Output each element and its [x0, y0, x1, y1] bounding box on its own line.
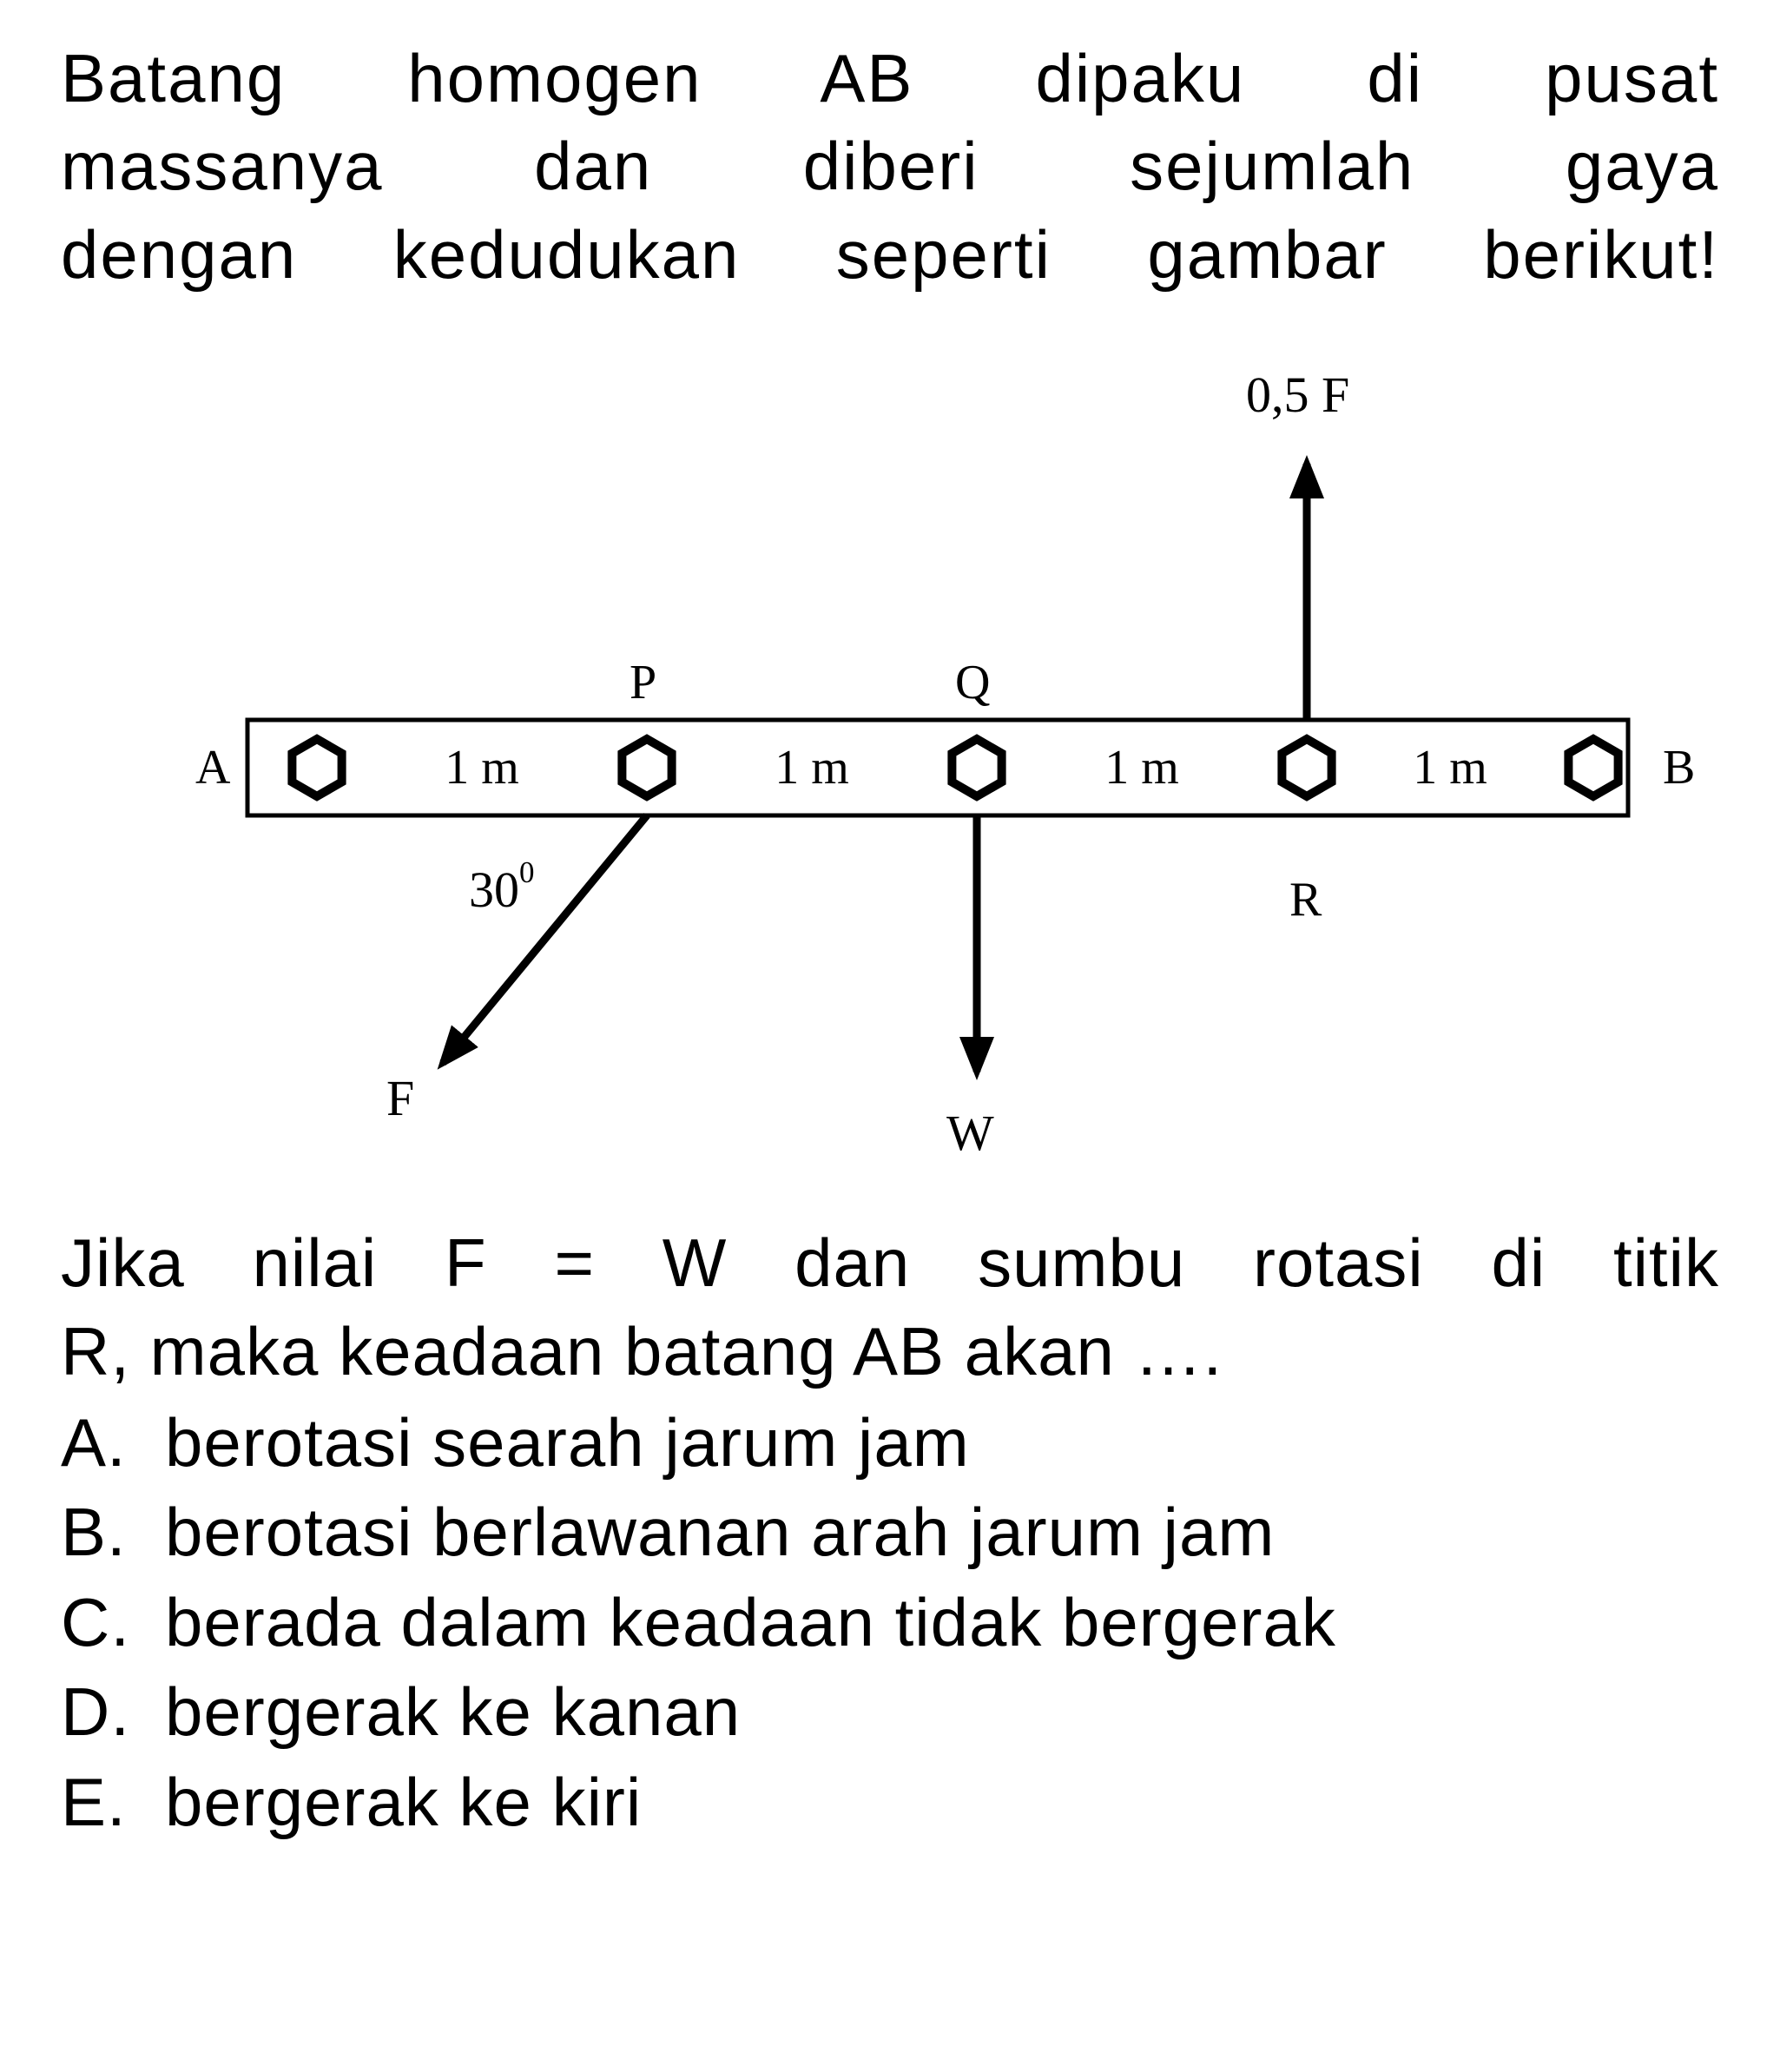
- svg-text:Q: Q: [955, 656, 990, 709]
- stem-line-1: Jika nilai F = W dan sumbu rotasi di tit…: [61, 1219, 1719, 1307]
- option-e-text: bergerak ke kiri: [165, 1759, 1719, 1846]
- svg-text:A: A: [195, 741, 231, 795]
- option-c: C. berada dalam keadaan tidak bergerak: [61, 1579, 1719, 1666]
- option-b-letter: B.: [61, 1488, 165, 1576]
- option-c-letter: C.: [61, 1579, 165, 1666]
- page: Batang homogen AB dipaku di pusat massan…: [0, 0, 1780, 2072]
- svg-text:0,5 F: 0,5 F: [1246, 366, 1349, 423]
- option-d-letter: D.: [61, 1668, 165, 1756]
- svg-text:1 m: 1 m: [1104, 741, 1179, 795]
- stem-line-2: R, maka keadaan batang AB akan ….: [61, 1308, 1719, 1396]
- svg-text:F: F: [386, 1070, 414, 1126]
- svg-text:W: W: [946, 1105, 994, 1161]
- svg-text:1 m: 1 m: [775, 741, 849, 795]
- svg-text:1 m: 1 m: [445, 741, 519, 795]
- question-text: Batang homogen AB dipaku di pusat massan…: [61, 35, 1719, 299]
- svg-text:300: 300: [469, 855, 535, 918]
- question-stem: Jika nilai F = W dan sumbu rotasi di tit…: [61, 1219, 1719, 1396]
- svg-text:B: B: [1663, 741, 1695, 795]
- option-b: B. berotasi berlawanan arah jarum jam: [61, 1488, 1719, 1576]
- option-a-letter: A.: [61, 1399, 165, 1487]
- svg-text:R: R: [1289, 873, 1322, 927]
- diagram-container: 1 m 1 m 1 m 1 m A P Q R B 0,5 F W F 300: [61, 351, 1719, 1184]
- option-b-text: berotasi berlawanan arah jarum jam: [165, 1488, 1719, 1576]
- answer-block: Jika nilai F = W dan sumbu rotasi di tit…: [61, 1219, 1719, 1846]
- option-a: A. berotasi searah jarum jam: [61, 1399, 1719, 1487]
- option-e: E. bergerak ke kiri: [61, 1759, 1719, 1846]
- svg-text:1 m: 1 m: [1413, 741, 1487, 795]
- options-list: A. berotasi searah jarum jam B. berotasi…: [61, 1399, 1719, 1846]
- option-e-letter: E.: [61, 1759, 165, 1846]
- option-a-text: berotasi searah jarum jam: [165, 1399, 1719, 1487]
- question-line-2: massanya dan diberi sejumlah gaya: [61, 122, 1719, 210]
- option-d-text: bergerak ke kanan: [165, 1668, 1719, 1756]
- question-line-3: dengan kedudukan seperti gambar berikut!: [61, 211, 1719, 299]
- option-d: D. bergerak ke kanan: [61, 1668, 1719, 1756]
- force-diagram: 1 m 1 m 1 m 1 m A P Q R B 0,5 F W F 300: [65, 351, 1715, 1184]
- svg-text:P: P: [630, 656, 656, 709]
- option-c-text: berada dalam keadaan tidak bergerak: [165, 1579, 1719, 1666]
- question-line-1: Batang homogen AB dipaku di pusat: [61, 35, 1719, 122]
